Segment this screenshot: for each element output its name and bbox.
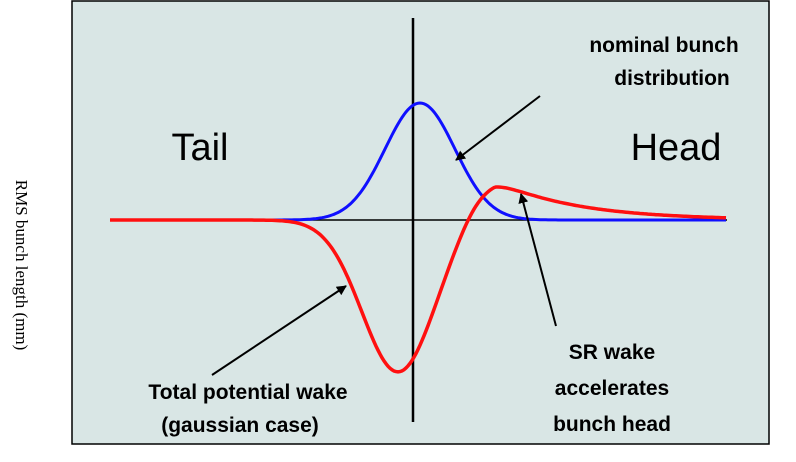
note: distribution [614,67,729,90]
note: nominal bunch [589,34,738,57]
note: bunch head [553,413,671,436]
note: (gaussian case) [161,414,319,437]
arrow [455,95,541,161]
note: accelerates [555,377,669,400]
note: SR wake [569,341,655,364]
arrow [211,285,347,376]
arrow [518,193,557,327]
panel [71,0,770,445]
axis-label: RMS bunch length (mm) [12,180,31,350]
head-label: Head [631,127,722,169]
wake-curve [110,185,727,374]
note: Total potential wake [148,381,347,404]
tail-label: Tail [171,127,228,169]
